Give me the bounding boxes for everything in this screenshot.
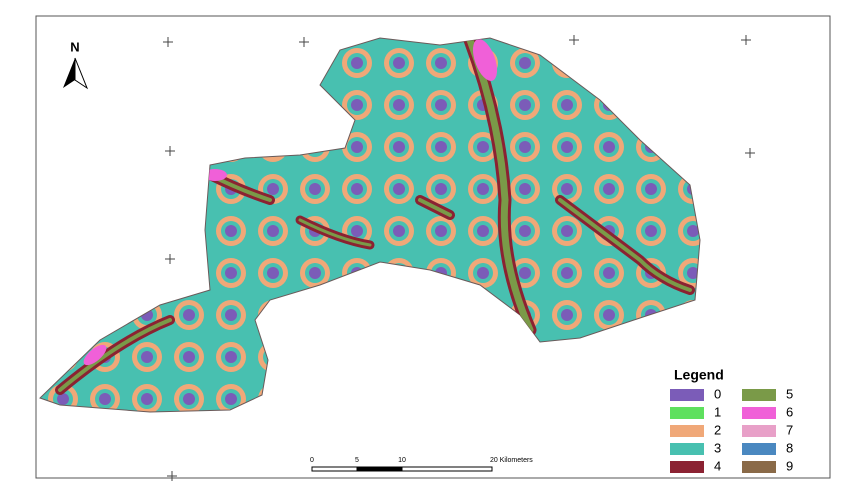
zone-streak [58,318,172,392]
scale-label: 0 [310,457,314,464]
zone-streaks [55,38,695,395]
legend-label: 3 [714,440,721,455]
zone-streak [298,218,372,247]
legend-label: 2 [714,422,721,437]
legend-label: 5 [786,386,793,401]
legend-swatch [742,461,776,473]
legend-label: 6 [786,404,793,419]
scale-label: 20 Kilometers [490,457,533,464]
legend-swatch [742,389,776,401]
graticule [163,35,755,481]
scale-bar: 0 5 10 20 Kilometers [310,457,533,472]
legend-swatch [742,425,776,437]
zone-patch [83,344,107,366]
zone-streak [558,198,692,292]
zone-patch [203,169,227,181]
scale-label: 5 [355,457,359,464]
north-label: N [70,39,79,54]
zone-streak [418,198,452,217]
legend-swatch [670,407,704,419]
legend: Legend 0 1 2 3 4 5 6 7 8 9 [664,362,812,476]
zone-streak [466,38,534,334]
legend-label: 8 [786,440,793,455]
legend-swatch [670,461,704,473]
legend-label: 1 [714,404,721,419]
legend-swatch [670,389,704,401]
legend-label: 7 [786,422,793,437]
legend-label: 9 [786,458,793,473]
north-arrow: N [63,39,89,90]
zone-patch [472,39,498,81]
legend-swatch [742,443,776,455]
map-frame [35,15,831,479]
scale-label: 10 [398,457,406,464]
legend-title: Legend [674,367,724,383]
legend-swatch [670,425,704,437]
legend-swatch [670,443,704,455]
legend-label: 0 [714,386,721,401]
study-area [39,37,701,413]
legend-swatch [742,407,776,419]
legend-label: 4 [714,458,721,473]
